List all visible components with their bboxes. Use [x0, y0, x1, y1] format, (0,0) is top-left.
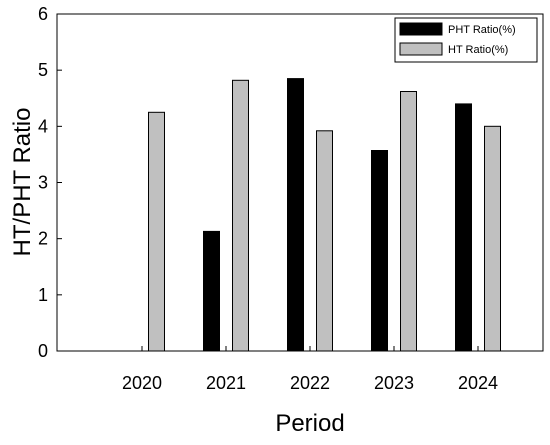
legend-swatch-pht [399, 22, 443, 36]
x-axis-title: Period [275, 410, 344, 437]
bar-pht-2022 [287, 78, 304, 352]
bar-ht-2024 [484, 125, 501, 352]
bar-ht-2021 [232, 79, 249, 352]
bar-pht-2023 [371, 150, 388, 352]
x-tick-label-2020: 2020 [122, 373, 162, 393]
bar-ht-2023 [400, 91, 417, 352]
y-tick-label-6: 6 [38, 4, 48, 24]
legend-swatch-ht [399, 42, 443, 56]
y-tick-label-4: 4 [38, 116, 48, 136]
x-tick-label-2024: 2024 [458, 373, 498, 393]
legend: PHT Ratio(%) HT Ratio(%) [394, 17, 538, 63]
legend-label-pht: PHT Ratio(%) [448, 24, 516, 36]
bar-pht-2024 [455, 103, 472, 352]
bar-ht-2022 [316, 130, 333, 352]
x-tick-label-2021: 2021 [206, 373, 246, 393]
x-tick-label-2022: 2022 [290, 373, 330, 393]
bar-ht-2020 [148, 111, 165, 352]
y-tick-label-1: 1 [38, 285, 48, 305]
y-tick-label-2: 2 [38, 229, 48, 249]
legend-label-ht: HT Ratio(%) [448, 44, 508, 56]
y-tick-label-5: 5 [38, 60, 48, 80]
x-tick-label-2023: 2023 [374, 373, 414, 393]
y-axis-title: HT/PHT Ratio [9, 108, 36, 257]
bar-pht-2021 [203, 230, 220, 352]
y-tick-label-3: 3 [38, 173, 48, 193]
y-tick-label-0: 0 [38, 341, 48, 361]
